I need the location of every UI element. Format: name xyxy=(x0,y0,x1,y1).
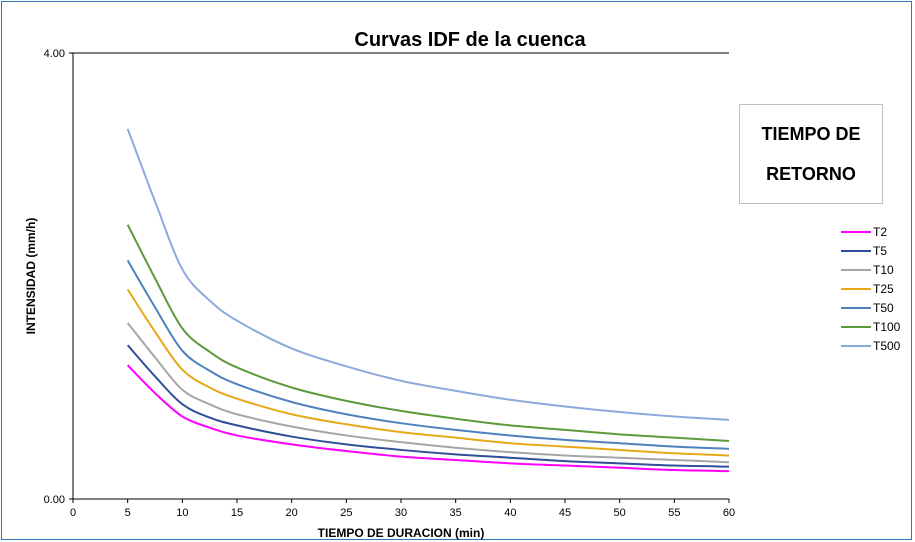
legend-title-line-1: TIEMPO DE xyxy=(761,124,861,144)
legend-label-t500: T500 xyxy=(873,339,901,353)
series-line-t100 xyxy=(126,224,730,443)
x-tick-label: 45 xyxy=(559,507,571,519)
series-line-t5 xyxy=(126,344,730,468)
legend-title-box: TIEMPO DE RETORNO xyxy=(739,104,883,204)
series-line-t2 xyxy=(126,364,730,473)
series-line-t50 xyxy=(126,259,730,450)
x-tick-label: 50 xyxy=(614,507,626,519)
legend-label-t10: T10 xyxy=(873,263,894,277)
series-line-t25 xyxy=(126,288,730,457)
y-ticks: 0.00 4.00 xyxy=(44,48,73,506)
x-tick-label: 10 xyxy=(176,507,188,519)
series-line-t10 xyxy=(126,322,730,464)
legend-label-t100: T100 xyxy=(873,320,901,334)
y-tick-label: 0.00 xyxy=(44,494,65,506)
x-tick-label: 25 xyxy=(340,507,352,519)
series-line-t500 xyxy=(126,128,730,421)
x-tick-label: 30 xyxy=(395,507,407,519)
x-tick-label: 60 xyxy=(723,507,735,519)
x-tick-label: 35 xyxy=(450,507,462,519)
chart-title: Curvas IDF de la cuenca xyxy=(354,29,586,51)
x-tick-label: 40 xyxy=(504,507,516,519)
x-tick-label: 20 xyxy=(286,507,298,519)
x-tick-label: 15 xyxy=(231,507,243,519)
x-tick-label: 5 xyxy=(125,507,131,519)
x-tick-label: 55 xyxy=(668,507,680,519)
legend: T2 T5 T10 T25 T50 T100 T500 xyxy=(841,225,901,353)
x-tick-label: 0 xyxy=(70,507,76,519)
legend-label-t50: T50 xyxy=(873,301,894,315)
legend-title-line-2: RETORNO xyxy=(766,164,856,184)
x-axis-title: TIEMPO DE DURACION (min) xyxy=(318,526,485,540)
y-axis-title: INTENSIDAD (mm/h) xyxy=(24,218,38,335)
x-ticks: 0 5 10 15 20 25 30 35 40 45 50 55 60 xyxy=(70,499,735,519)
legend-label-t2: T2 xyxy=(873,225,887,239)
series-lines xyxy=(126,128,730,473)
y-tick-label: 4.00 xyxy=(44,48,65,60)
legend-label-t5: T5 xyxy=(873,244,887,258)
legend-label-t25: T25 xyxy=(873,282,894,296)
